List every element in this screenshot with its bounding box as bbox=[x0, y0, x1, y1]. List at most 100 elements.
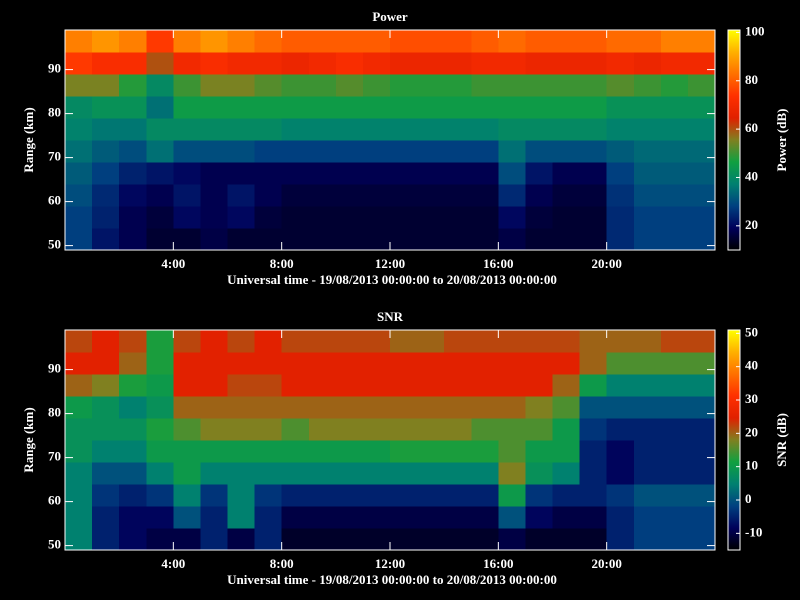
heatmap-cell bbox=[390, 96, 418, 119]
colorbar-tick-label: 80 bbox=[745, 72, 758, 87]
heatmap-cell bbox=[92, 118, 120, 141]
heatmap-cell bbox=[525, 96, 553, 119]
heatmap-cell bbox=[417, 228, 445, 251]
heatmap-cell bbox=[92, 352, 120, 375]
heatmap-cell bbox=[687, 330, 716, 353]
heatmap-cell bbox=[281, 462, 310, 485]
heatmap-cell bbox=[335, 462, 364, 485]
heatmap-cell bbox=[579, 506, 608, 529]
heatmap-cell bbox=[525, 374, 553, 397]
heatmap-cell bbox=[65, 396, 93, 419]
heatmap-cell bbox=[173, 118, 201, 141]
heatmap-cell bbox=[119, 184, 147, 207]
heatmap-cell bbox=[146, 52, 174, 75]
heatmap-cell bbox=[119, 162, 147, 185]
heatmap-cell bbox=[254, 118, 283, 141]
heatmap-cell bbox=[362, 30, 391, 53]
heatmap-cell bbox=[606, 162, 635, 185]
heatmap-cell bbox=[525, 418, 553, 441]
colorbar-label: Power (dB) bbox=[774, 109, 789, 172]
heatmap-cell bbox=[660, 228, 689, 251]
heatmap-cell bbox=[173, 140, 201, 163]
heatmap-cell bbox=[227, 440, 256, 463]
heatmap-cell bbox=[498, 74, 526, 97]
heatmap-cell bbox=[227, 96, 256, 119]
heatmap-cell bbox=[146, 528, 174, 551]
colorbar-tick-label: 50 bbox=[745, 324, 758, 339]
heatmap-cell bbox=[471, 162, 499, 185]
heatmap-cell bbox=[254, 74, 283, 97]
heatmap-cell bbox=[498, 52, 526, 75]
x-tick-label: 8:00 bbox=[270, 256, 294, 271]
heatmap-cell bbox=[65, 228, 93, 251]
heatmap-cell bbox=[444, 528, 472, 551]
heatmap-cell bbox=[552, 184, 581, 207]
heatmap-cell bbox=[552, 228, 581, 251]
heatmap-cell bbox=[552, 418, 581, 441]
heatmap-cell bbox=[308, 30, 337, 53]
heatmap-cell bbox=[227, 352, 256, 375]
heatmap-cell bbox=[92, 206, 120, 229]
heatmap-cell bbox=[281, 418, 310, 441]
heatmap-cell bbox=[254, 418, 283, 441]
heatmap-cell bbox=[92, 96, 120, 119]
heatmap-cell bbox=[335, 484, 364, 507]
heatmap-cell bbox=[173, 374, 201, 397]
heatmap-cell bbox=[417, 184, 445, 207]
heatmap-cell bbox=[579, 228, 608, 251]
x-tick-label: 4:00 bbox=[161, 256, 185, 271]
heatmap-cell bbox=[200, 96, 228, 119]
heatmap-cell bbox=[498, 418, 526, 441]
heatmap-cell bbox=[308, 506, 337, 529]
heatmap-cell bbox=[633, 506, 662, 529]
heatmap-cell bbox=[687, 528, 716, 551]
heatmap-cell bbox=[525, 30, 553, 53]
heatmap-cell bbox=[65, 352, 93, 375]
heatmap-cell bbox=[146, 462, 174, 485]
heatmap-cell bbox=[146, 118, 174, 141]
heatmap-cell bbox=[254, 30, 283, 53]
heatmap-cell bbox=[335, 96, 364, 119]
heatmap-cell bbox=[308, 352, 337, 375]
y-tick-label: 50 bbox=[48, 237, 61, 252]
heatmap-cell bbox=[417, 462, 445, 485]
heatmap-cell bbox=[552, 528, 581, 551]
heatmap-cell bbox=[417, 30, 445, 53]
heatmap-cell bbox=[417, 440, 445, 463]
heatmap-cell bbox=[254, 52, 283, 75]
heatmap-cell bbox=[227, 30, 256, 53]
heatmap-cell bbox=[633, 440, 662, 463]
heatmap-cell bbox=[200, 396, 228, 419]
heatmap-cell bbox=[362, 184, 391, 207]
heatmap-cell bbox=[390, 140, 418, 163]
heatmap-cell bbox=[444, 440, 472, 463]
heatmap-cell bbox=[498, 484, 526, 507]
heatmap-cell bbox=[660, 330, 689, 353]
heatmap-cell bbox=[498, 396, 526, 419]
colorbar-label: SNR (dB) bbox=[774, 413, 789, 467]
heatmap-cell bbox=[498, 140, 526, 163]
heatmap-cell bbox=[362, 396, 391, 419]
heatmap-cell bbox=[200, 440, 228, 463]
heatmap-cell bbox=[281, 352, 310, 375]
heatmap-cell bbox=[281, 162, 310, 185]
heatmap-cell bbox=[254, 440, 283, 463]
heatmap-cell bbox=[390, 330, 418, 353]
heatmap-cell bbox=[173, 52, 201, 75]
heatmap-cell bbox=[471, 484, 499, 507]
heatmap-cell bbox=[471, 418, 499, 441]
heatmap-cell bbox=[687, 206, 716, 229]
heatmap-cell bbox=[606, 228, 635, 251]
y-axis-label: Range (km) bbox=[21, 107, 36, 172]
heatmap-cell bbox=[281, 140, 310, 163]
heatmap-cell bbox=[254, 184, 283, 207]
heatmap-cell bbox=[119, 74, 147, 97]
heatmap-cell bbox=[92, 440, 120, 463]
heatmap-cell bbox=[444, 374, 472, 397]
heatmap-cell bbox=[227, 140, 256, 163]
heatmap-cell bbox=[471, 352, 499, 375]
heatmap-cell bbox=[579, 484, 608, 507]
heatmap-cell bbox=[633, 528, 662, 551]
heatmap-cell bbox=[390, 184, 418, 207]
heatmap-cell bbox=[633, 374, 662, 397]
